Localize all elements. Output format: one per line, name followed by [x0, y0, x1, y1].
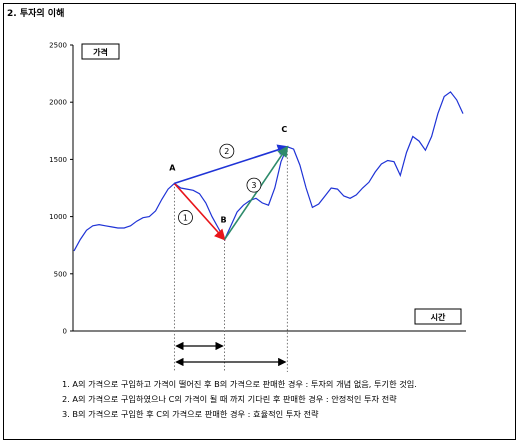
arrow-label-circle	[246, 177, 262, 193]
arrow-label-2: 2	[224, 147, 229, 156]
arrow-3	[223, 145, 289, 240]
arrow-2	[174, 144, 289, 185]
point-label-b: B	[221, 215, 227, 224]
axes	[72, 45, 466, 332]
figure-frame	[3, 3, 516, 440]
price-series-line	[73, 91, 464, 252]
y-tick-label: 0	[63, 328, 67, 336]
y-ticks: 0 500 1000 1500 2000 2500	[49, 42, 73, 336]
note-1: 1. A의 가격으로 구입하고 가격이 떨어진 후 B의 가격으로 판매한 경우…	[62, 379, 417, 389]
notes-list: 1. A의 가격으로 구입하고 가격이 떨어진 후 B의 가격으로 판매한 경우…	[62, 377, 417, 422]
y-tick-label: 1500	[49, 156, 67, 164]
xlabel-box: 시간	[414, 308, 462, 325]
note-3: 3. B의 가격으로 구입한 후 C의 가격으로 판매한 경우 : 효율적인 투…	[62, 409, 319, 419]
point-label-a: A	[169, 163, 176, 172]
arrow-label-3: 3	[251, 181, 256, 190]
ylabel-box: 가격	[81, 43, 120, 60]
y-tick-label: 2000	[49, 99, 67, 107]
y-tick-label: 1000	[49, 213, 67, 221]
y-axis-label: 가격	[93, 47, 108, 57]
x-axis-label: 시간	[431, 312, 446, 322]
point-label-c: C	[281, 125, 287, 134]
arrow-label-circle	[219, 143, 235, 159]
point-labels: A B C	[169, 125, 287, 225]
guide-lines	[173, 146, 288, 372]
arrow-label-1: 1	[183, 213, 188, 222]
trade-arrows: 1 2 3	[173, 143, 289, 241]
duration-arrows	[175, 341, 287, 367]
arrow-1	[173, 182, 226, 241]
y-tick-label: 500	[54, 270, 67, 278]
arrow-label-circle	[178, 210, 193, 225]
y-tick-label: 2500	[49, 42, 67, 50]
figure-title: 2. 투자의 이해	[7, 9, 65, 19]
note-2: 2. A의 가격으로 구입하였으나 C의 가격이 될 때 까지 기다린 후 판매…	[62, 394, 397, 404]
